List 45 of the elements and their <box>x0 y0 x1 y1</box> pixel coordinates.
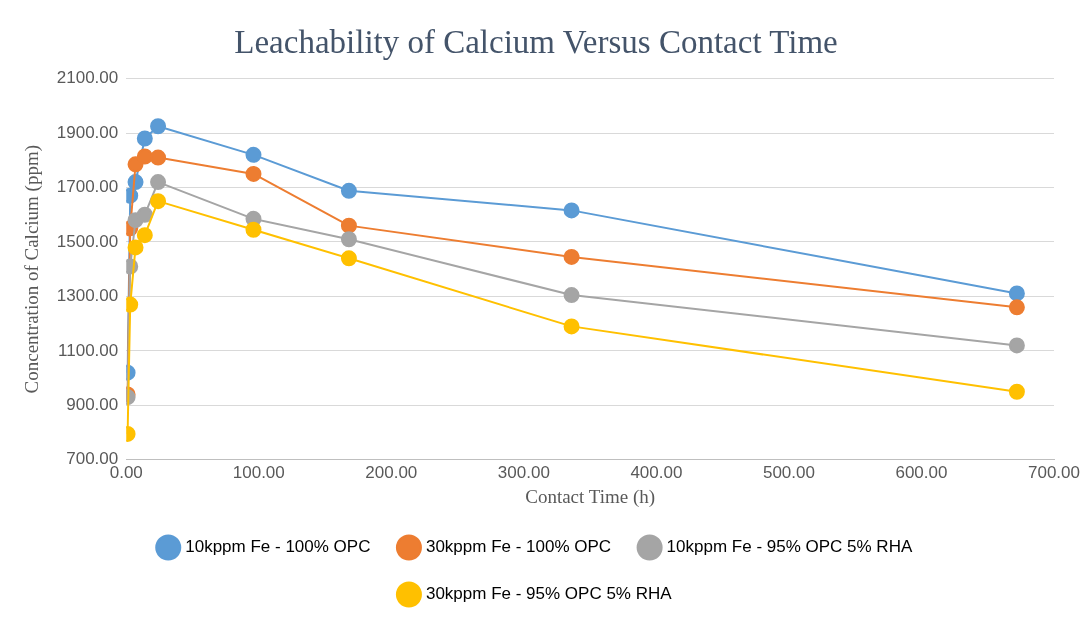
y-tick-label: 1900.00 <box>56 122 119 142</box>
legend-label: 30kppm Fe - 95% OPC 5% RHA <box>425 584 673 604</box>
point <box>1008 285 1025 302</box>
point <box>340 231 357 248</box>
point <box>563 248 580 265</box>
point <box>150 149 167 166</box>
point <box>136 148 153 165</box>
x-tick-label: 500.00 <box>762 462 815 482</box>
x-tick-label: 600.00 <box>895 462 948 482</box>
point <box>136 206 153 223</box>
point <box>136 227 153 244</box>
point <box>340 217 357 234</box>
point <box>150 174 167 191</box>
x-tick-label: 100.00 <box>232 462 285 482</box>
point <box>1008 383 1025 400</box>
x-tick-label: 200.00 <box>365 462 418 482</box>
point <box>563 318 580 335</box>
point <box>245 165 262 182</box>
y-tick-label: 1700.00 <box>56 177 119 197</box>
y-tick-label: 1500.00 <box>56 231 119 251</box>
legend-label: 30kppm Fe - 100% OPC <box>425 537 612 557</box>
point <box>245 146 262 163</box>
y-tick-label: 1300.00 <box>56 286 119 306</box>
chart-title: Leachability of Calcium Versus Contact Time <box>234 24 838 61</box>
point <box>1008 337 1025 354</box>
x-tick-label: 300.00 <box>497 462 550 482</box>
point <box>150 193 167 210</box>
point <box>1008 299 1025 316</box>
legend-label: 10kppm Fe - 95% OPC 5% RHA <box>666 537 913 557</box>
point <box>340 250 357 267</box>
y-tick-label: 900.00 <box>66 395 119 415</box>
x-tick-label: 400.00 <box>630 462 683 482</box>
x-tick-label: 700.00 <box>1028 462 1080 482</box>
y-tick-label: 2100.00 <box>56 68 119 88</box>
point <box>136 130 153 147</box>
point <box>563 202 580 219</box>
point <box>340 182 357 199</box>
point <box>150 118 167 135</box>
x-axis-title: Contact Time (h) <box>525 485 656 508</box>
point <box>245 221 262 238</box>
point <box>563 287 580 304</box>
point <box>127 239 144 256</box>
legend-label: 10kppm Fe - 100% OPC <box>185 537 371 557</box>
y-axis-title: Concentration of Calcium (ppm) <box>21 144 44 394</box>
y-tick-label: 1100.00 <box>58 340 119 360</box>
